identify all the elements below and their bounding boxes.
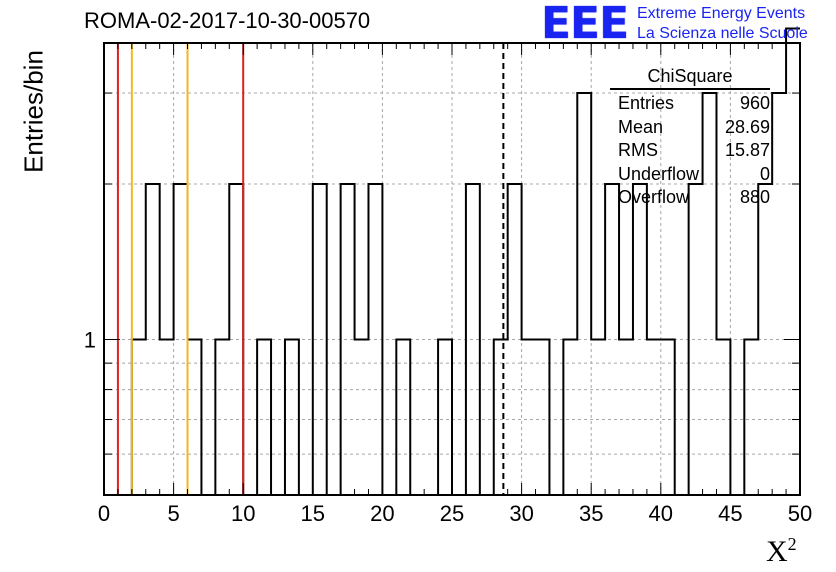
logo-line-1: Extreme Energy Events [637, 5, 806, 22]
x-tick-label: 45 [718, 501, 742, 526]
stats-row-overflow: Overflow 880 [618, 187, 770, 207]
x-tick-label: 25 [440, 501, 464, 526]
stats-row-underflow: Underflow 0 [618, 163, 770, 184]
stats-box-title: ChiSquare [610, 66, 770, 90]
stats-box: ChiSquare Entries 960 Mean 28.69 RMS 15.87 … [610, 66, 770, 210]
stats-row-rms: RMS 15.87 [618, 140, 770, 160]
chart-title: ROMA-02-2017-10-30-00570 [84, 8, 371, 33]
y-axis-label: Entries/bin [18, 50, 49, 173]
x-tick-label: 20 [370, 501, 394, 526]
x-tick-label: 50 [788, 501, 812, 526]
x-tick-label: 40 [649, 501, 673, 526]
x-tick-label: 0 [98, 501, 110, 526]
eee-logo-mark: EEE [541, 0, 629, 49]
y-tick-label: 1 [84, 328, 96, 353]
x-axis-label: X2 [766, 534, 797, 568]
x-tick-label: 5 [167, 501, 179, 526]
x-tick-label: 15 [301, 501, 325, 526]
x-tick-label: 10 [231, 501, 255, 526]
x-tick-label: 30 [509, 501, 533, 526]
stats-row-entries: Entries 960 [618, 93, 770, 113]
stats-row-mean: Mean 28.69 [618, 116, 770, 137]
logo-line-2: La Scienza nelle Scuole [637, 25, 808, 42]
x-tick-label: 35 [579, 501, 603, 526]
histogram-outline [104, 27, 800, 496]
